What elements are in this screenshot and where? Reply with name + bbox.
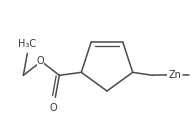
Text: O: O xyxy=(50,103,57,113)
Text: Zn: Zn xyxy=(168,70,181,80)
Text: H₃C: H₃C xyxy=(18,39,36,49)
Text: O: O xyxy=(36,56,44,66)
